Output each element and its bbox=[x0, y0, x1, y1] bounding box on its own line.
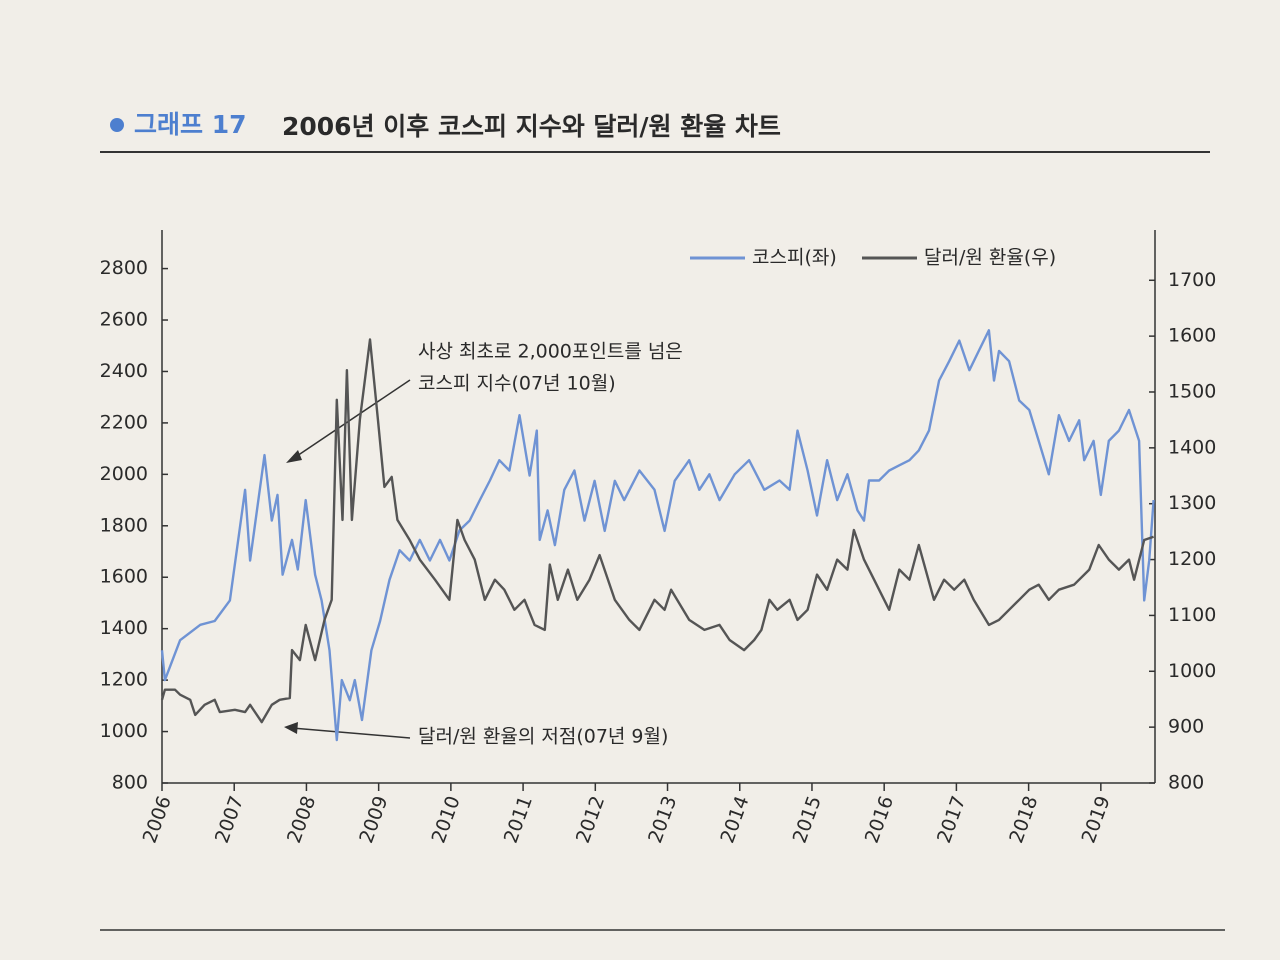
arrow-head bbox=[284, 722, 298, 734]
y2-tick-label: 1200 bbox=[1168, 548, 1216, 570]
annotation: 달러/원 환율의 저점(07년 9월) bbox=[418, 726, 668, 748]
y-tick-label: 1000 bbox=[100, 720, 148, 742]
legend-label: 코스피(좌) bbox=[752, 247, 837, 269]
figure-label: 그래프 17 bbox=[134, 110, 247, 139]
title-bullet bbox=[110, 118, 124, 132]
y2-tick-label: 800 bbox=[1168, 772, 1204, 794]
chart-title: 2006년 이후 코스피 지수와 달러/원 환율 차트 bbox=[282, 112, 781, 141]
annotation: 코스피 지수(07년 10월) bbox=[418, 373, 616, 395]
series-line bbox=[160, 338, 1154, 724]
y2-tick-label: 1400 bbox=[1168, 436, 1216, 458]
legend-label: 달러/원 환율(우) bbox=[924, 247, 1056, 269]
annotation: 사상 최초로 2,000포인트를 넘은 bbox=[418, 341, 683, 363]
y-tick-label: 1600 bbox=[100, 566, 148, 588]
arrow-head bbox=[286, 450, 302, 463]
y2-tick-label: 900 bbox=[1168, 716, 1204, 738]
y-tick-label: 800 bbox=[112, 772, 148, 794]
y-tick-label: 2000 bbox=[100, 463, 148, 485]
y2-tick-label: 1100 bbox=[1168, 604, 1216, 626]
y2-tick-label: 1300 bbox=[1168, 492, 1216, 514]
annotation-arrow bbox=[291, 727, 411, 739]
series-line bbox=[160, 329, 1155, 742]
annotation-arrow bbox=[293, 379, 411, 459]
y-tick-label: 2400 bbox=[100, 360, 148, 382]
y-tick-label: 1200 bbox=[100, 669, 148, 691]
y-tick-label: 2600 bbox=[100, 309, 148, 331]
y2-tick-label: 1500 bbox=[1168, 380, 1216, 402]
y-tick-label: 1800 bbox=[100, 514, 148, 536]
y2-tick-label: 1000 bbox=[1168, 660, 1216, 682]
y-tick-label: 2800 bbox=[100, 257, 148, 279]
y2-tick-label: 1700 bbox=[1168, 269, 1216, 291]
y2-tick-label: 1600 bbox=[1168, 325, 1216, 347]
y-tick-label: 1400 bbox=[100, 617, 148, 639]
y-tick-label: 2200 bbox=[100, 411, 148, 433]
